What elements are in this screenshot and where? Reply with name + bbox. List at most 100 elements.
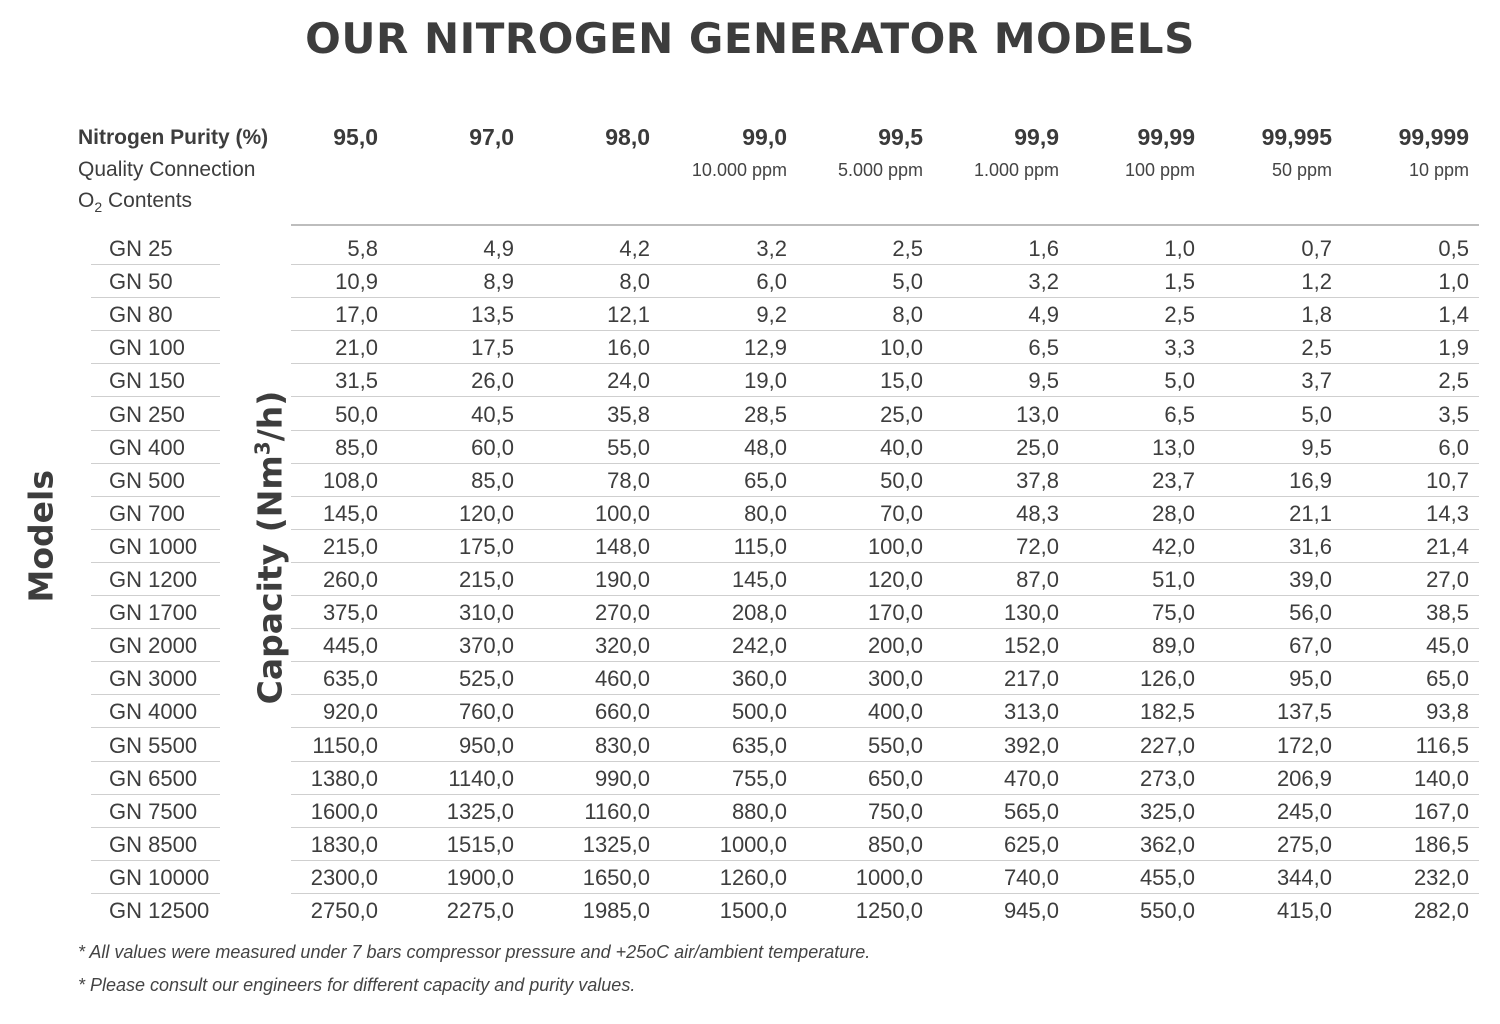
capacity-cell: 14,3 [1426,500,1469,526]
capacity-cell: 145,0 [731,567,787,592]
capacity-cell: 186,5 [1413,831,1469,857]
capacity-cell: 1150,0 [312,732,378,758]
capacity-cell: 320,0 [594,633,650,659]
table-row: GN 7500 1600,0 1325,0 1160,0 880,0 750,0 565,0… [0,795,1500,828]
row-divider [291,330,1479,332]
capacity-cell: 152,0 [1003,633,1059,659]
capacity-cell: 10,0 [880,335,923,361]
table-row: GN 6500 1380,0 1140,0 990,0 755,0 650,0 470,0 2… [0,762,1500,795]
capacity-cell: 206,9 [1276,765,1332,791]
footnote-consult: * Please consult our engineers for diffe… [78,975,636,995]
row-divider [91,330,220,332]
capacity-cell: 60,0 [471,434,514,460]
purity-column-header: 99,9 [1014,124,1059,150]
capacity-cell: 740,0 [1003,864,1059,890]
table-row: GN 5500 1150,0 950,0 830,0 635,0 550,0 392,0 22… [0,729,1500,762]
capacity-cell: 172,0 [1276,732,1332,758]
capacity-cell: 6,0 [756,269,787,295]
capacity-cell: 208,0 [731,600,787,626]
row-divider [91,363,220,365]
capacity-cell: 170,0 [867,600,923,626]
capacity-cell: 1650,0 [582,864,650,890]
capacity-cell: 920,0 [322,699,378,725]
capacity-cell: 85,0 [335,434,378,460]
capacity-cell: 625,0 [1003,831,1059,857]
capacity-cell: 115,0 [733,533,787,559]
table-row: GN 1700 375,0 310,0 270,0 208,0 170,0 130,0 75,… [0,596,1500,630]
capacity-cell: 830,0 [594,732,650,758]
capacity-cell: 6,0 [1438,434,1469,460]
capacity-cell: 8,9 [483,269,514,295]
model-name: GN 500 [109,467,185,493]
capacity-cell: 87,0 [1016,567,1059,592]
row-divider [291,528,1479,530]
capacity-cell: 950,0 [458,732,514,758]
row-divider [291,297,1479,299]
capacity-cell: 35,8 [607,401,650,427]
row-divider [91,495,220,497]
capacity-cell: 5,0 [1301,401,1332,427]
capacity-cell: 55,0 [607,434,650,460]
capacity-cell: 93,8 [1426,699,1469,725]
row-divider [291,694,1479,696]
model-name: GN 1700 [109,600,198,626]
capacity-cell: 370,0 [458,633,514,659]
model-name: GN 1000 [109,533,198,559]
capacity-cell: 9,2 [756,302,787,328]
capacity-cell: 1900,0 [446,864,514,890]
table-row: GN 1000 215,0 175,0 148,0 115,0 100,0 72,0 42,0… [0,530,1500,563]
capacity-cell: 16,0 [607,335,650,361]
capacity-cell: 1000,0 [855,864,923,890]
row-divider [91,595,220,596]
capacity-cell: 80,0 [744,500,787,526]
capacity-cell: 40,0 [880,434,923,460]
capacity-cell: 108,0 [322,467,378,493]
capacity-cell: 660,0 [594,699,650,725]
model-name: GN 400 [109,434,185,460]
model-name: GN 6500 [109,765,198,791]
capacity-cell: 137,5 [1276,699,1332,725]
capacity-cell: 6,5 [1164,401,1195,427]
table-row: GN 500 108,0 85,0 78,0 65,0 50,0 37,8 23,7 16,9 1… [0,464,1500,497]
capacity-cell: 2750,0 [310,898,378,923]
capacity-cell: 2,5 [892,236,923,261]
row-divider [291,859,1479,861]
row-divider [291,628,1479,630]
capacity-cell: 2300,0 [310,864,378,890]
capacity-cell: 1325,0 [446,798,514,824]
capacity-cell: 455,0 [1139,864,1195,890]
header-divider [291,224,1479,226]
capacity-cell: 3,7 [1301,368,1332,394]
capacity-cell: 8,0 [892,302,923,328]
capacity-cell: 45,0 [1426,633,1469,659]
model-name: GN 12500 [109,898,210,923]
capacity-cell: 85,0 [471,467,514,493]
row-divider [291,760,1479,762]
capacity-cell: 1260,0 [719,864,787,890]
capacity-cell: 313,0 [1003,699,1059,725]
capacity-cell: 120,0 [458,500,514,526]
model-name: GN 2000 [109,633,198,659]
capacity-cell: 190,0 [594,567,650,592]
capacity-cell: 42,0 [1152,533,1195,559]
model-name: GN 8500 [109,831,198,857]
table-row: GN 10000 2300,0 1900,0 1650,0 1260,0 1000,0 74… [0,861,1500,894]
purity-column-header: 99,995 [1261,124,1332,150]
capacity-cell: 28,0 [1152,500,1195,526]
capacity-cell: 1,0 [1438,269,1469,295]
row-divider [291,661,1479,663]
purity-column-header: 95,0 [333,124,378,150]
row-divider [291,727,1479,729]
capacity-cell: 25,0 [1016,434,1059,460]
table-row: GN 400 85,0 60,0 55,0 48,0 40,0 25,0 13,0 9,5 6,0 [0,431,1500,464]
capacity-cell: 4,2 [619,236,650,261]
capacity-cell: 10,7 [1426,467,1469,493]
capacity-cell: 880,0 [731,798,787,824]
capacity-cell: 3,5 [1438,401,1469,427]
row-divider [291,363,1479,365]
model-name: GN 7500 [109,798,198,824]
capacity-cell: 400,0 [867,699,923,725]
capacity-cell: 23,7 [1152,467,1195,493]
capacity-cell: 550,0 [1139,898,1195,923]
capacity-cell: 116,5 [1415,732,1469,758]
